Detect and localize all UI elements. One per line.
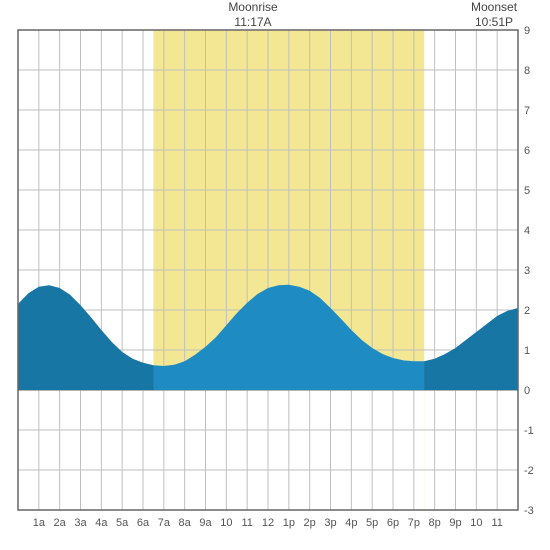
x-tick-label: 5p	[366, 517, 378, 529]
moonrise-label: Moonrise 11:17A	[223, 0, 283, 30]
y-tick-label: -3	[524, 505, 534, 517]
y-tick-label: 3	[524, 265, 530, 277]
y-tick-label: 1	[524, 345, 530, 357]
tide-chart: Moonrise 11:17A Moonset 10:51P 1a 2a 3a 4a 5…	[0, 0, 550, 550]
y-tick-label: 0	[524, 385, 530, 397]
x-tick-label: 11	[241, 517, 252, 529]
y-tick-label: 2	[524, 305, 530, 317]
x-tick-label: 6p	[387, 517, 399, 529]
x-tick-label: 9a	[199, 517, 212, 529]
y-tick-label: -1	[524, 425, 534, 437]
x-tick-label: 8a	[179, 517, 192, 529]
x-tick-label: 7p	[408, 517, 420, 529]
y-tick-label: 8	[524, 65, 530, 77]
x-tick-label: 4p	[345, 517, 357, 529]
x-tick-label: 5a	[116, 517, 129, 529]
x-tick-label: 3a	[74, 517, 87, 529]
y-tick-label: 7	[524, 105, 530, 117]
x-tick-label: 4a	[95, 517, 108, 529]
x-tick-label: 6a	[137, 517, 150, 529]
x-tick-label: 2a	[54, 517, 67, 529]
moonrise-time: 11:17A	[223, 15, 283, 30]
x-axis-labels: 1a 2a 3a 4a 5a 6a 7a 8a 9a 10 11 12 1p 2p 3p 4p 5p 6p 7p 8p…	[33, 517, 503, 529]
x-tick-label: 8p	[429, 517, 441, 529]
y-tick-label: 4	[524, 225, 530, 237]
x-tick-label: 10	[470, 517, 482, 529]
y-tick-label: 5	[524, 185, 530, 197]
chart-svg: 1a2a3a4a5a6a7a8a9a1011121p2p3p4p5p6p7p8p…	[0, 0, 550, 550]
x-tick-label: 3p	[324, 517, 336, 529]
moonset-time: 10:51P	[464, 15, 524, 30]
x-tick-label: 1a	[33, 517, 46, 529]
y-tick-label: -2	[524, 465, 534, 477]
y-tick-label: 6	[524, 145, 530, 157]
x-tick-label: 1p	[283, 517, 295, 529]
x-tick-label: 9p	[449, 517, 461, 529]
x-tick-label: 11	[491, 517, 502, 529]
moonset-title: Moonset	[464, 0, 524, 15]
x-tick-label: 12	[262, 517, 274, 529]
x-tick-label: 7a	[158, 517, 171, 529]
moonrise-title: Moonrise	[223, 0, 283, 15]
y-tick-label: 9	[524, 25, 530, 37]
x-tick-label: 10	[220, 517, 232, 529]
x-tick-label: 2p	[304, 517, 316, 529]
y-axis-labels: -3 -2 -1 0 1 2 3 4 5 6 7 8 9	[524, 25, 534, 517]
moonset-label: Moonset 10:51P	[464, 0, 524, 30]
